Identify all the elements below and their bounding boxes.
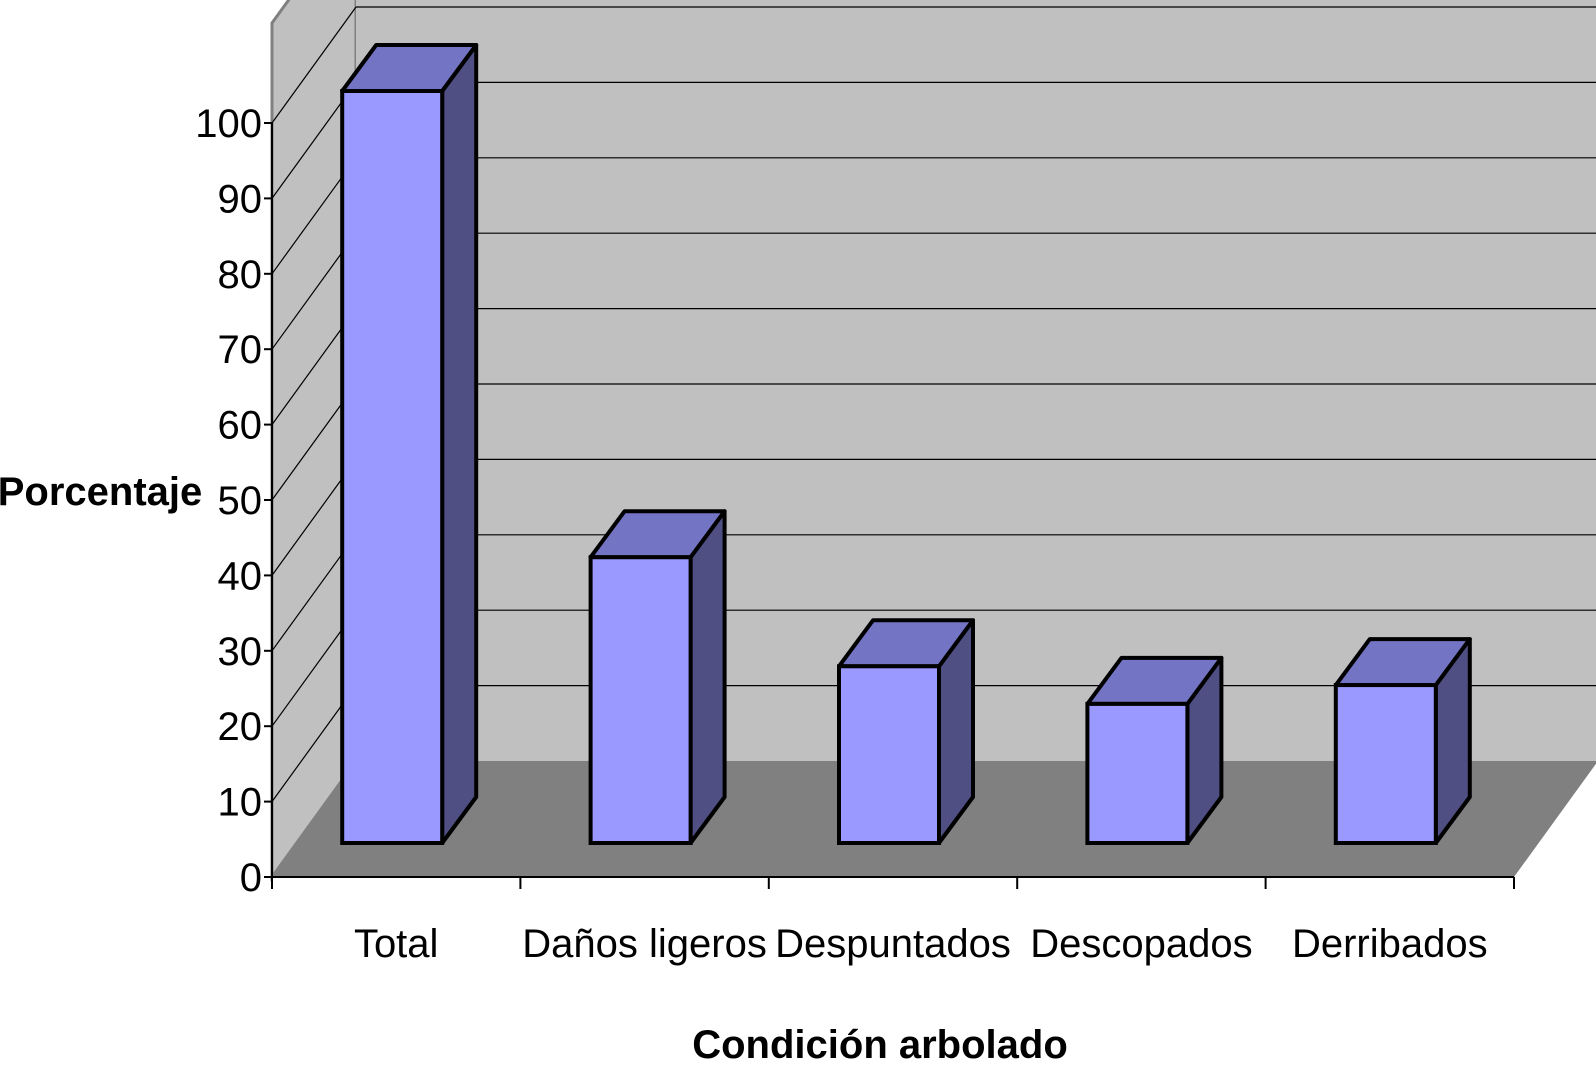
y-tick-label: 10	[218, 781, 263, 825]
bar-total	[340, 43, 479, 845]
y-tick-label: 90	[218, 177, 263, 221]
bar-front	[1333, 683, 1438, 846]
y-tick-label: 0	[240, 856, 262, 900]
bar-front	[340, 89, 445, 845]
y-tick-label: 50	[218, 479, 263, 523]
y-axis-title: Porcentaje	[0, 470, 202, 514]
bar-derribados	[1333, 637, 1472, 846]
y-tick-label: 60	[218, 404, 263, 448]
y-tick-label: 30	[218, 630, 263, 674]
y-tick-labels: 0 10 20 30 40 50 60 70 80 90 100	[195, 102, 262, 900]
x-tick-label: Derribados	[1292, 922, 1488, 966]
bar-da-os-ligeros	[588, 509, 727, 845]
bar-front	[837, 664, 941, 846]
bar-front	[1085, 701, 1190, 845]
y-tick-label: 80	[218, 253, 263, 297]
bars	[340, 43, 1472, 846]
bar-side	[688, 509, 727, 845]
bar-front	[588, 555, 693, 845]
x-tick-label: Total	[354, 922, 439, 966]
x-axis-title: Condición arbolado	[692, 1023, 1068, 1067]
y-tick-label: 100	[195, 102, 262, 146]
x-tick-label: Daños ligeros	[522, 922, 767, 966]
x-tick-label: Descopados	[1030, 922, 1252, 966]
bar-descopados	[1085, 655, 1224, 845]
y-tick-label: 40	[218, 554, 263, 598]
x-tick-label: Despuntados	[775, 922, 1011, 966]
bar-despuntados	[837, 618, 975, 846]
bar-side	[440, 43, 479, 845]
y-tick-label: 20	[218, 705, 263, 749]
y-tick-label: 70	[218, 328, 263, 372]
axes	[264, 122, 1515, 889]
x-tick-labels: Total Daños ligeros Despuntados Descopados D…	[354, 922, 1488, 966]
gridline-diagonal	[271, 6, 357, 124]
